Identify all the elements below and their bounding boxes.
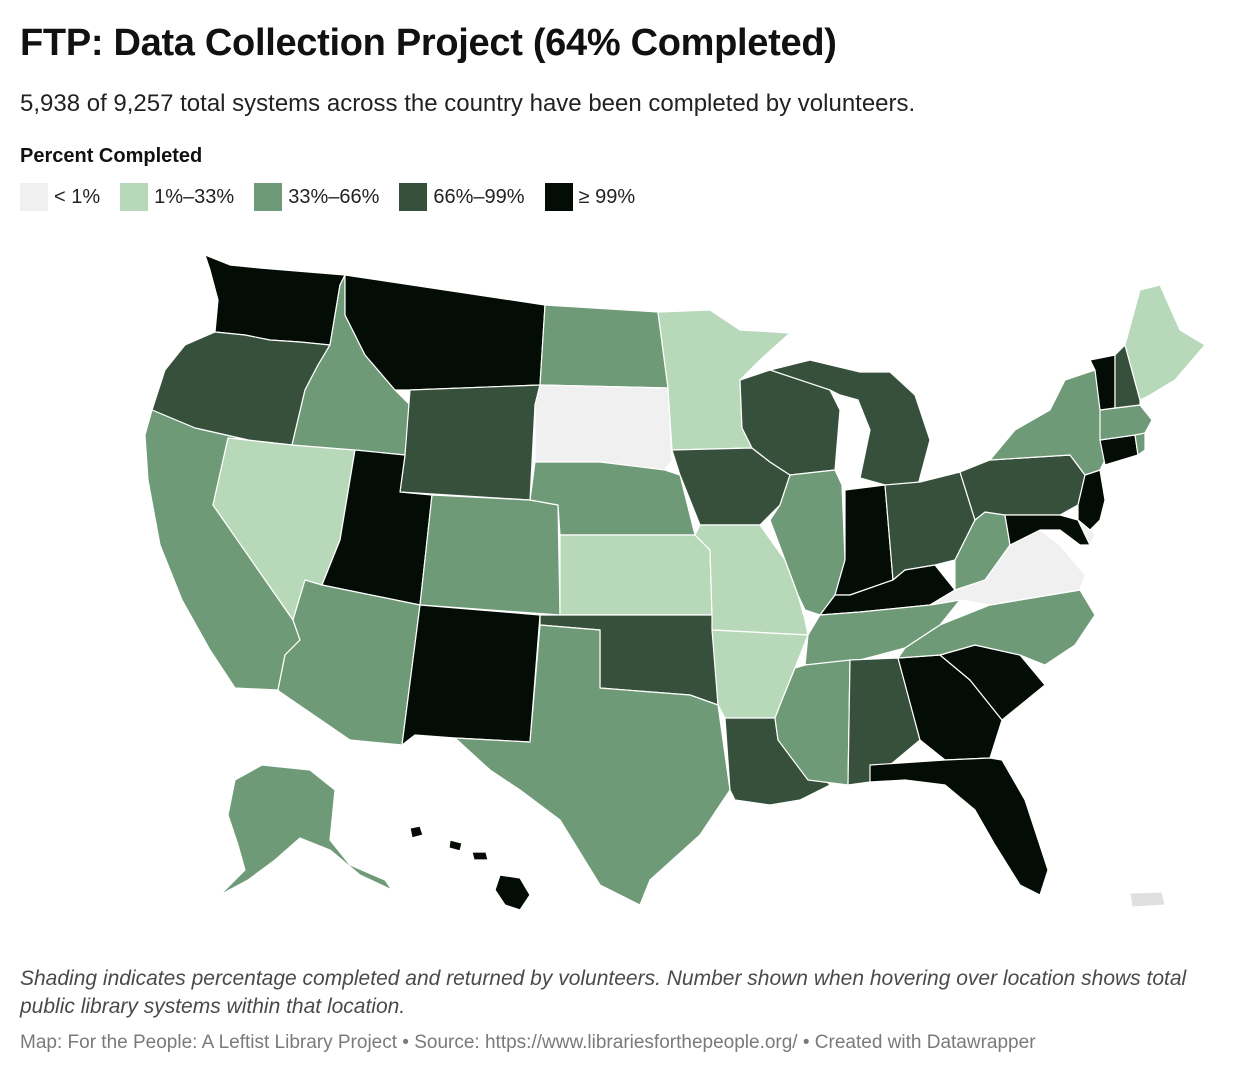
state-nc[interactable] [897, 589, 1096, 666]
legend-item: 66%–99% [399, 183, 525, 211]
legend-item: 1%–33% [120, 183, 234, 211]
state-vt[interactable] [1089, 354, 1116, 411]
legend-swatch [544, 183, 573, 211]
state-az[interactable] [277, 579, 421, 746]
legend-item: 33%–66% [254, 183, 379, 211]
state-nh[interactable] [1114, 344, 1141, 409]
legend-title: Percent Completed [20, 145, 203, 167]
state-hi[interactable] [471, 851, 489, 861]
legend-swatch [254, 183, 283, 211]
us-choropleth-map [144, 254, 1206, 911]
legend-item: < 1% [20, 183, 100, 211]
state-hi[interactable] [448, 839, 463, 852]
state-nm[interactable] [401, 604, 541, 746]
legend: < 1% 1%–33% 33%–66% 66%–99% ≥ 99% [20, 182, 655, 212]
legend-label: 33%–66% [288, 185, 380, 208]
state-tx[interactable] [454, 624, 731, 906]
legend-swatch [120, 183, 149, 211]
state-co[interactable] [419, 494, 561, 616]
state-sd[interactable] [534, 384, 673, 471]
state-wa[interactable] [204, 254, 346, 346]
state-nd[interactable] [539, 304, 669, 389]
state-mo[interactable] [694, 524, 809, 636]
state-md[interactable] [1004, 514, 1091, 546]
state-me[interactable] [1124, 284, 1206, 401]
state-hi[interactable] [409, 825, 424, 839]
legend-label: 66%–99% [433, 185, 525, 208]
map-credit: Map: For the People: A Leftist Library P… [20, 1032, 1036, 1053]
legend-label: ≥ 99% [578, 185, 636, 208]
state-ks[interactable] [559, 534, 713, 616]
legend-swatch [399, 183, 428, 211]
map-title: FTP: Data Collection Project (64% Comple… [20, 22, 837, 64]
territory-pr[interactable] [1129, 891, 1166, 908]
state-ak[interactable] [219, 764, 393, 896]
legend-item: ≥ 99% [544, 183, 636, 211]
map-subtitle: 5,938 of 9,257 total systems across the … [20, 90, 916, 117]
state-il[interactable] [769, 469, 846, 616]
state-hi[interactable] [494, 874, 531, 911]
legend-label: 1%–33% [154, 185, 235, 208]
legend-label: < 1% [54, 185, 101, 208]
map-notes: Shading indicates percentage completed a… [20, 967, 1187, 1018]
state-pa[interactable] [959, 454, 1086, 521]
state-wy[interactable] [399, 384, 541, 501]
state-fl[interactable] [869, 757, 1049, 896]
legend-swatch [20, 183, 48, 211]
